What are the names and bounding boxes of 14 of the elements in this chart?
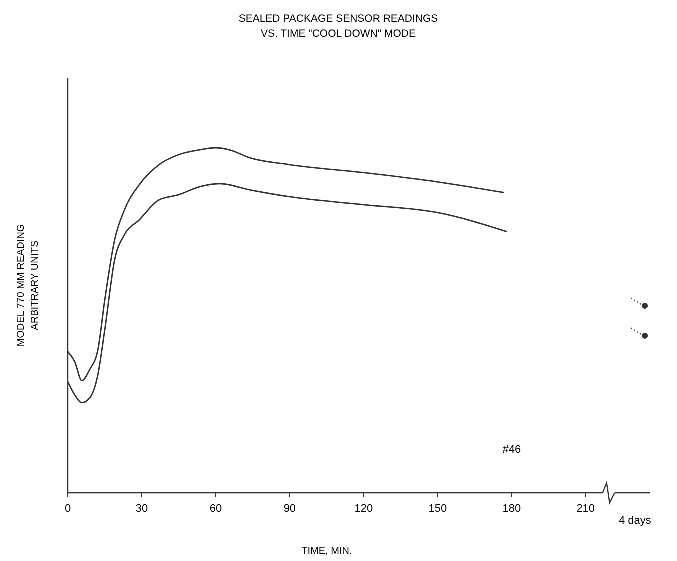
chart-subtitle: VS. TIME "COOL DOWN" MODE: [260, 28, 416, 40]
x-tick-label: 60: [210, 503, 222, 515]
x-tick-label: 120: [354, 503, 374, 515]
x-tick-label: 150: [428, 503, 448, 515]
x-tick-label: 30: [136, 503, 148, 515]
x-tick-label: 180: [502, 503, 522, 515]
x-axis-title: TIME, MIN.: [302, 546, 352, 557]
chart-title: SEALED PACKAGE SENSOR READINGS: [238, 13, 438, 25]
text: 4 days: [618, 515, 652, 527]
y-axis-title: MODEL 770 MM READING ARBITRARY UNITS: [16, 224, 41, 347]
x-tick-label: 90: [284, 503, 296, 515]
annotation: #46: [502, 444, 522, 456]
x-tick-label: 0: [64, 503, 72, 515]
x-tick-label: 210: [576, 503, 596, 515]
